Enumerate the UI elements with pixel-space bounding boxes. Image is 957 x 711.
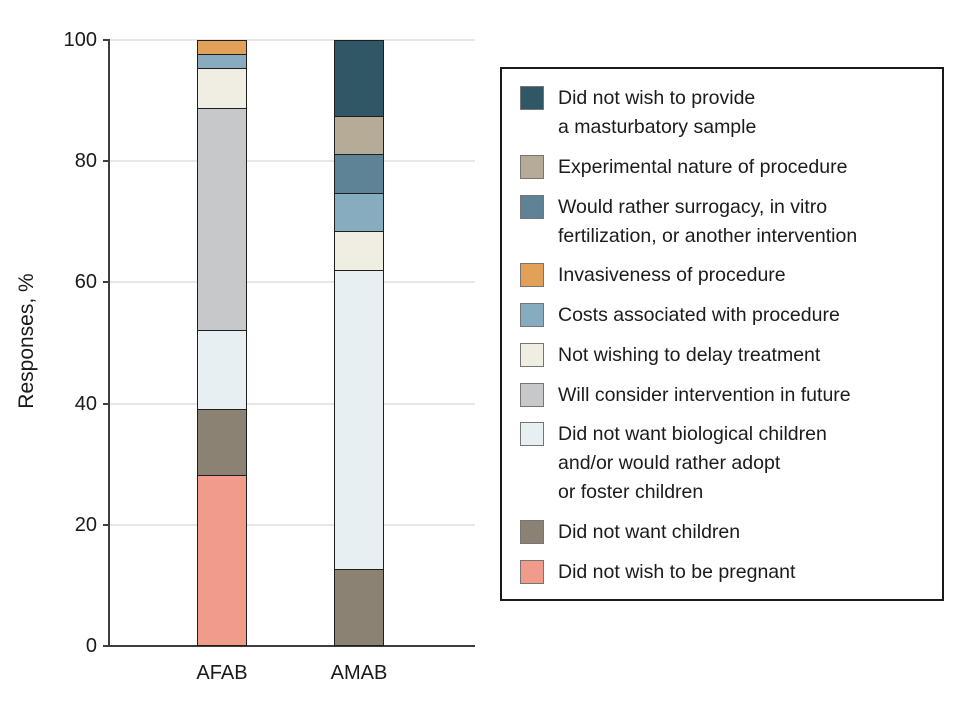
legend-swatch <box>520 303 544 328</box>
legend-item: Did not wish to be pregnant <box>520 558 932 587</box>
y-tick-100 <box>103 39 110 41</box>
y-tick-label-40: 40 <box>74 392 97 415</box>
gridline-20 <box>110 523 475 526</box>
legend-label: Did not wish to provide a masturbatory s… <box>558 87 757 138</box>
y-tick-20 <box>103 523 110 526</box>
bar-segment <box>198 108 246 331</box>
legend-label: Experimental nature of procedure <box>558 155 848 178</box>
legend-swatch <box>520 154 544 179</box>
legend-item: Did not wish to provide a masturbatory s… <box>520 84 932 142</box>
y-axis-line <box>108 39 110 647</box>
x-tick-label-afab: AFAB <box>196 662 248 684</box>
bar-segment <box>335 569 383 645</box>
gridline-80 <box>110 160 475 163</box>
legend-label: Will consider intervention in future <box>558 383 851 406</box>
x-tick-label-amab: AMAB <box>330 662 388 684</box>
y-tick-0 <box>103 645 110 647</box>
legend-item: Will consider intervention in future <box>520 381 932 410</box>
bar-segment <box>198 330 246 409</box>
bar-segment <box>198 54 246 69</box>
y-tick-label-60: 60 <box>74 271 97 294</box>
legend-label: Did not want biological children and/or … <box>558 423 827 504</box>
y-tick-label-80: 80 <box>74 150 97 173</box>
legend-label: Not wishing to delay treatment <box>558 343 821 366</box>
y-axis-title: Responses, % <box>15 273 38 409</box>
legend-item: Did not want biological children and/or … <box>520 420 932 507</box>
y-tick-label-20: 20 <box>74 513 97 536</box>
y-tick-label-100: 100 <box>63 29 97 51</box>
bar-segment <box>335 269 383 570</box>
legend-item: Did not want children <box>520 518 932 547</box>
legend-label: Did not want children <box>558 521 741 544</box>
bar-segment <box>335 192 383 232</box>
y-tick-label-0: 0 <box>85 635 97 657</box>
bar-segment <box>198 474 246 645</box>
bar-segment <box>198 408 246 475</box>
bar-segment <box>335 231 383 270</box>
legend-label: Did not wish to be pregnant <box>558 560 796 583</box>
legend-item: Invasiveness of procedure <box>520 261 932 290</box>
legend-label: Costs associated with procedure <box>558 304 840 327</box>
legend-item: Not wishing to delay treatment <box>520 341 932 370</box>
y-tick-40 <box>103 402 110 405</box>
x-axis-line <box>108 645 475 647</box>
legend-label: Invasiveness of procedure <box>558 264 786 287</box>
legend-swatch <box>520 422 544 447</box>
bar-segment <box>198 41 246 55</box>
legend-item: Would rather surrogacy, in vitro fertili… <box>520 193 932 251</box>
bar-segment <box>198 68 246 109</box>
legend-label: Would rather surrogacy, in vitro fertili… <box>558 195 858 247</box>
bar-amab <box>334 40 384 646</box>
gridline-40 <box>110 402 475 405</box>
legend-item: Costs associated with procedure <box>520 301 932 330</box>
legend-swatch <box>520 559 544 584</box>
y-tick-80 <box>103 160 110 163</box>
legend-swatch <box>520 194 544 219</box>
legend-swatch <box>520 263 544 288</box>
legend: Did not wish to provide a masturbatory s… <box>500 67 944 601</box>
gridline-60 <box>110 281 475 284</box>
legend-swatch <box>520 342 544 367</box>
legend-swatch <box>520 86 544 110</box>
legend-item: Experimental nature of procedure <box>520 153 932 182</box>
y-tick-60 <box>103 281 110 284</box>
legend-swatch <box>520 520 544 545</box>
bar-afab <box>197 40 247 646</box>
bar-segment <box>335 154 383 193</box>
bar-segment <box>335 115 383 155</box>
legend-swatch <box>520 382 544 407</box>
bar-segment <box>335 41 383 116</box>
gridline-100 <box>110 39 475 41</box>
